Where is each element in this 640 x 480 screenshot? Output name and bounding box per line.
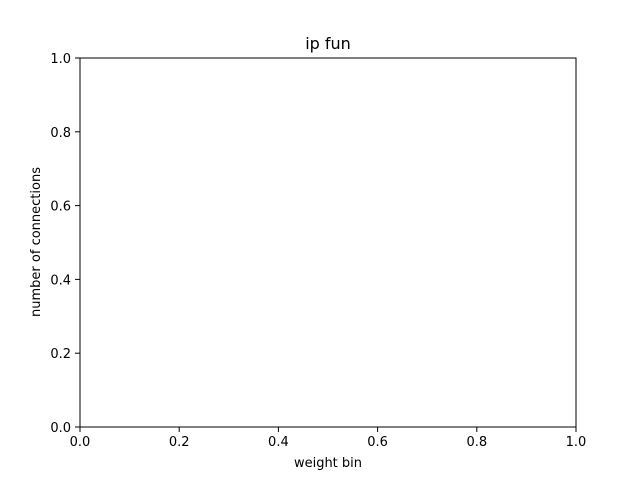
plot-area (79, 57, 577, 428)
y-axis-label: number of connections (29, 167, 44, 317)
chart-title: ip fun (305, 34, 351, 53)
x-tick-label: 0.2 (169, 435, 190, 450)
x-axis-label: weight bin (294, 456, 362, 471)
y-tick-label: 1.0 (50, 52, 71, 67)
y-tick-label: 0.4 (50, 273, 71, 288)
y-axis-ticks: 0.0 0.2 0.4 0.6 0.8 1.0 (50, 52, 80, 436)
x-tick-label: 0.6 (367, 435, 388, 450)
x-tick-label: 0.8 (466, 435, 487, 450)
x-axis-ticks: 0.0 0.2 0.4 0.6 0.8 1.0 (70, 427, 587, 450)
x-tick-label: 1.0 (566, 435, 587, 450)
y-tick-label: 0.0 (50, 421, 71, 436)
x-tick-label: 0.4 (268, 435, 289, 450)
y-tick-label: 0.2 (50, 347, 71, 362)
y-tick-label: 0.6 (50, 200, 71, 215)
y-tick-label: 0.8 (50, 126, 71, 141)
x-tick-label: 0.0 (70, 435, 91, 450)
